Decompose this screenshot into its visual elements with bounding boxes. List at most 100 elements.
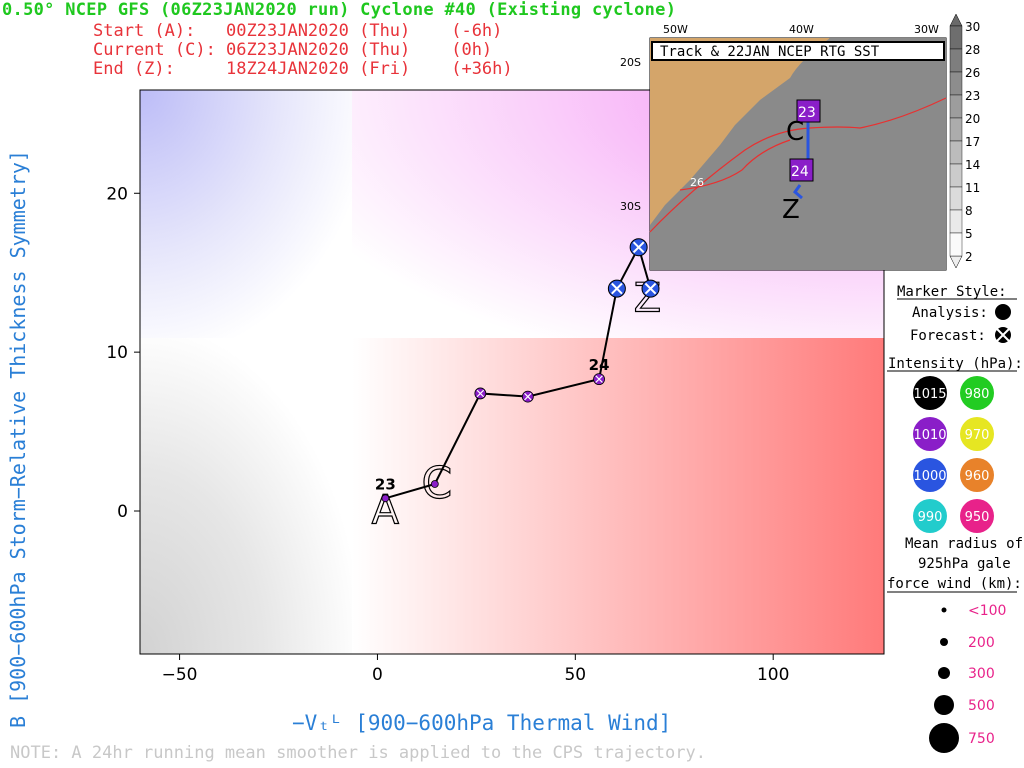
intensity-value: 1000 [913,469,946,484]
radius-swatch [941,607,947,613]
inset-z-marker: Z [782,195,800,225]
radius-value: 200 [968,635,995,651]
day-label: 24 [589,356,610,374]
analysis-label: Analysis: [912,305,988,321]
inset-land [650,38,830,225]
axis-ticks: −50 0 50 100 0 10 20 [106,184,789,685]
colorbar-segment [949,232,963,257]
intensity-value: 970 [965,428,990,443]
colorbar-tick-label: 8 [965,204,973,218]
radius-value: 300 [968,666,995,682]
x-tick-label: 50 [564,665,586,685]
colorbar-segment [949,94,963,119]
colorbar-segment [949,209,963,234]
intensity-swatch [913,499,947,533]
radius-title: 925hPa gale [918,556,1011,572]
radius-title: Mean radius of [905,536,1023,552]
inset-map: 26 Track & 22JAN NCEP RTG SST 50W 40W 30… [620,23,947,271]
colorbar-segment [949,25,963,50]
radius-value: <100 [968,603,1006,619]
end-time: End (Z): 18Z24JAN2020 (Fri) (+36h) [93,59,513,79]
inset-day-marker [796,99,821,123]
x-tick-label: 0 [372,665,383,685]
cyclone-track: ACZ2324 [371,238,662,534]
colorbar-tick-label: 26 [965,66,980,80]
radius-title: force wind (km): [887,576,1022,592]
radius-swatch [929,723,959,753]
colorbar-tick-label: 23 [965,89,980,103]
intensity-value: 1010 [913,428,946,443]
colorbar-segment [949,117,963,142]
forecast-label: Forecast: [910,328,986,344]
intensity-value: 980 [965,387,990,402]
forecast-cross [476,389,485,398]
chart-title: 0.50° NCEP GFS (06Z23JAN2020 run) Cyclon… [2,0,677,20]
intensity-swatch [960,417,994,451]
colorbar-segment [949,163,963,188]
forecast-cross [611,282,623,295]
radius-swatch [934,695,954,715]
colorbar-segment [949,186,963,211]
x-axis-label: −Vₜᴸ [900−600hPa Thermal Wind] [292,711,672,735]
y-tick-label: 10 [106,343,128,363]
colorbar-tick-label: 20 [965,112,980,126]
inset-lon-label: 30W [914,23,939,36]
colorbar-segment [949,140,963,165]
inset-title-box [651,41,945,61]
colorbar-tick-label: 14 [965,158,980,172]
cold-core-asymmetric-quadrant [140,90,352,338]
marker-style-title: Marker Style: [897,284,1007,300]
intensity-swatch [960,376,994,410]
plot-frame [139,89,885,655]
x-tick-label: 100 [757,665,789,685]
y-tick-label: 0 [117,502,128,522]
intensity-swatch [913,417,947,451]
radius-value: 750 [968,731,995,747]
forecast-cross [524,392,532,401]
current-time: Current (C): 06Z23JAN2020 (Thu) (0h) [93,40,493,60]
inset-day-marker [789,158,814,182]
colorbar-tick-label: 2 [965,250,973,264]
intensity-value: 1015 [913,387,946,402]
intensity-title: Intensity (hPa): [888,356,1023,372]
intensity-value: 950 [965,510,990,525]
colorbar-tick-label: 11 [965,181,980,195]
track-point [430,480,439,488]
start-marker-a: A [372,487,400,533]
cold-core-symmetric-quadrant [140,338,352,654]
intensity-swatch [913,458,947,492]
day-label: 23 [375,475,396,493]
inset-lat-label: 20S [620,56,641,69]
inset-lon-label: 50W [663,23,688,36]
intensity-swatch [960,499,994,533]
inset-c-marker: C [786,117,804,147]
inset-lon-label: 40W [789,23,814,36]
inset-day-label: 24 [791,164,809,180]
warm-core-symmetric-quadrant [352,338,884,654]
inset-title: Track & 22JAN NCEP RTG SST [660,44,880,60]
intensity-swatch [913,376,947,410]
radius-swatch [940,638,948,646]
forecast-cross [595,375,603,383]
y-tick-label: 20 [106,184,128,204]
inset-day-label: 23 [798,105,816,121]
footnote: NOTE: A 24hr running mean smoother is ap… [10,743,706,763]
colorbar-tick-label: 30 [965,20,980,34]
colorbar: 30 28 26 23 20 17 14 11 8 5 2 [949,13,980,269]
inset-sst-contour [649,97,947,233]
colorbar-segment [949,48,963,73]
legend: Marker Style: Analysis: Forecast: Intens… [887,284,1023,753]
radius-swatch [938,667,950,679]
colorbar-tick-label: 5 [965,227,973,241]
track-point [381,494,390,503]
analysis-marker-icon [995,304,1011,320]
inset-sst-field [650,38,946,270]
intensity-value: 990 [918,510,943,525]
colorbar-segment [949,71,963,96]
intensity-swatch [960,458,994,492]
inset-lat-label: 30S [620,200,641,213]
colorbar-tick-label: 17 [965,135,980,149]
radius-value: 500 [968,698,995,714]
forecast-cross [644,282,657,295]
